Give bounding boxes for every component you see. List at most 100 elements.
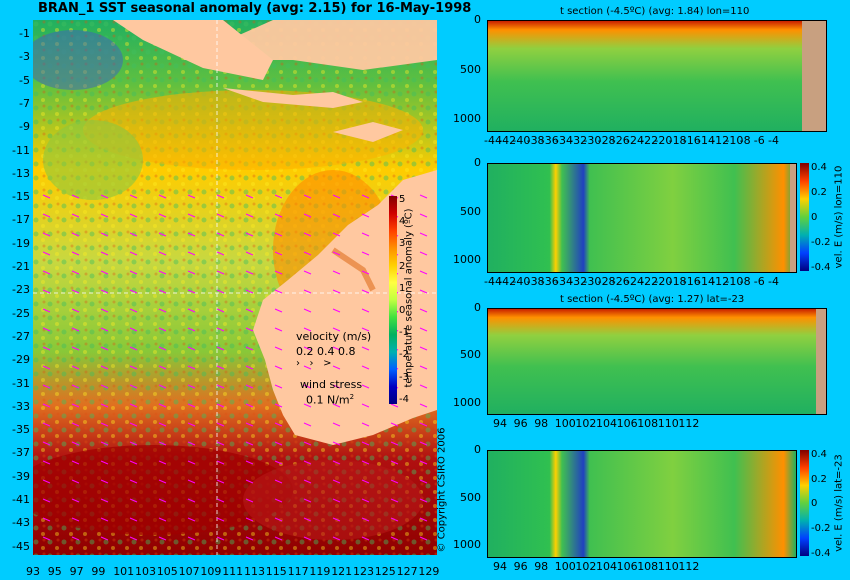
velocity-arrow — [42, 270, 51, 275]
section-y-tick: 500 — [460, 348, 481, 362]
velocity-colorbar-tick: -0.4 — [811, 547, 831, 559]
section-x-tick: 106 — [616, 560, 638, 573]
section-x-tick: -24 — [626, 275, 644, 288]
lat-tick: -29 — [12, 353, 30, 367]
velocity-arrow — [274, 365, 283, 370]
velocity-arrow — [303, 270, 312, 275]
velocity-arrow — [274, 422, 283, 427]
velocity-arrow — [361, 346, 370, 351]
velocity-arrow — [216, 384, 225, 389]
velocity-arrow — [216, 232, 225, 237]
sst-colorbar-tick: -2 — [399, 349, 409, 361]
velocity-arrow — [245, 289, 254, 294]
velocity-arrow — [303, 422, 312, 427]
velocity-arrow — [332, 365, 341, 370]
section-x-tick: 108 — [637, 560, 659, 573]
velocity-arrow — [42, 308, 51, 313]
section-x-tick: -6 — [753, 275, 765, 288]
velocity-arrow — [71, 517, 80, 522]
section-panel-plot — [487, 163, 797, 273]
velocity-arrow — [274, 498, 283, 503]
velocity-arrow — [361, 308, 370, 313]
velocity-arrow — [390, 441, 399, 446]
wind-stress-label: wind stress — [300, 378, 363, 391]
section-x-tick: -20 — [654, 275, 673, 288]
velocity-arrow — [158, 536, 167, 541]
velocity-arrow — [42, 517, 51, 522]
section-x-tick: 108 — [637, 417, 659, 430]
land-indonesia — [113, 20, 273, 80]
velocity-arrow — [129, 346, 138, 351]
velocity-vectors — [42, 194, 428, 541]
section-y-tick: 1000 — [453, 253, 481, 267]
velocity-arrow — [42, 460, 51, 465]
velocity-arrow — [187, 270, 196, 275]
velocity-arrow — [245, 403, 254, 408]
velocity-arrow — [42, 384, 51, 389]
sst-colorbar-tick: -3 — [399, 371, 409, 383]
lon-tick: 101 — [113, 565, 135, 578]
lat-tick: -5 — [19, 73, 30, 87]
velocity-arrow — [332, 232, 341, 237]
velocity-colorbar-tick: 0.2 — [811, 473, 827, 485]
section-x-tick: 112 — [678, 417, 700, 430]
lon-tick: 115 — [265, 565, 287, 578]
sst-colorbar — [389, 196, 397, 404]
velocity-arrow — [361, 365, 370, 370]
section-x-tick: 112 — [678, 560, 700, 573]
velocity-arrow — [419, 403, 428, 408]
velocity-arrow — [129, 460, 138, 465]
velocity-arrow — [71, 365, 80, 370]
velocity-arrow — [71, 403, 80, 408]
velocity-arrow — [303, 498, 312, 503]
velocity-arrow — [245, 498, 254, 503]
velocity-arrow — [419, 460, 428, 465]
velocity-arrow — [419, 536, 428, 541]
velocity-arrow — [158, 384, 167, 389]
velocity-arrow — [245, 384, 254, 389]
lon-tick: 117 — [287, 565, 309, 578]
velocity-arrow — [158, 308, 167, 313]
velocity-arrow — [332, 460, 341, 465]
section-panel-plot — [487, 308, 827, 415]
velocity-arrow — [71, 232, 80, 237]
section-x-tick: -8 — [739, 275, 751, 288]
section-y-tick: 500 — [460, 204, 481, 218]
velocity-arrow — [245, 460, 254, 465]
velocity-arrow — [158, 517, 167, 522]
velocity-arrow — [216, 460, 225, 465]
section-panel-plot — [487, 20, 827, 132]
section-panel-title: t section (-4.5ºC) (avg: 1.84) lon=110 — [560, 6, 750, 17]
velocity-arrow — [158, 251, 167, 256]
velocity-arrow — [274, 384, 283, 389]
velocity-arrow — [187, 479, 196, 484]
velocity-arrow — [71, 327, 80, 332]
section-panel-title: t section (-4.5ºC) (avg: 1.27) lat=-23 — [560, 294, 745, 305]
velocity-arrow — [303, 536, 312, 541]
velocity-arrow — [216, 346, 225, 351]
velocity-arrow — [158, 346, 167, 351]
velocity-arrow — [129, 270, 138, 275]
section-x-tick: -18 — [668, 134, 687, 147]
velocity-arrow — [158, 270, 167, 275]
velocity-arrow — [100, 441, 109, 446]
sst-colorbar-tick: 3 — [399, 238, 406, 250]
section-x-tick: -36 — [540, 134, 559, 147]
velocity-arrow — [129, 365, 138, 370]
section-x-tick: -34 — [555, 275, 573, 288]
velocity-arrow — [332, 479, 341, 484]
velocity-arrow — [274, 536, 283, 541]
section-x-tick: -16 — [682, 275, 701, 288]
velocity-arrow — [187, 517, 196, 522]
lon-tick: 125 — [374, 565, 396, 578]
velocity-arrow — [419, 517, 428, 522]
velocity-arrow — [42, 327, 51, 332]
velocity-arrow — [245, 441, 254, 446]
sst-colorbar-tick: -1 — [399, 327, 409, 339]
sst-colorbar-tick: 2 — [399, 260, 406, 272]
velocity-arrow — [245, 479, 254, 484]
velocity-arrow — [42, 213, 51, 218]
velocity-arrow — [361, 213, 370, 218]
velocity-arrow — [245, 251, 254, 256]
velocity-arrow — [303, 327, 312, 332]
